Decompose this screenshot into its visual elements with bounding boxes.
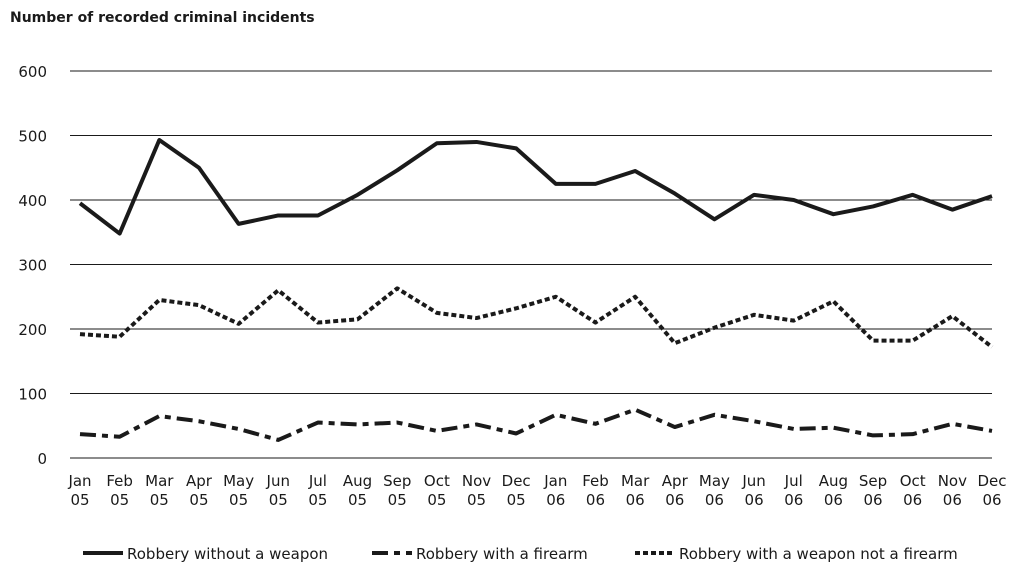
x-tick-label: Sep 05 — [383, 472, 411, 509]
x-tick-label: Jul 05 — [308, 472, 328, 509]
x-tick-label: Mar 06 — [621, 472, 650, 509]
x-tick-label: Sep 06 — [859, 472, 887, 509]
x-tick-label: Mar 05 — [145, 472, 174, 509]
chart-title: Number of recorded criminal incidents — [10, 10, 315, 26]
x-tick-label: Dec 06 — [977, 472, 1006, 509]
x-tick-label: Feb 06 — [582, 472, 609, 509]
y-tick-label: 400 — [18, 192, 47, 210]
x-tick-label: Oct 05 — [424, 472, 450, 509]
legend-label: Robbery without a weapon — [127, 545, 328, 563]
series-line — [79, 407, 993, 442]
x-tick-label: Apr 06 — [662, 472, 689, 509]
x-tick-label: May 05 — [223, 472, 254, 509]
x-tick-label: Jan 05 — [67, 472, 91, 509]
y-tick-label: 100 — [18, 386, 47, 404]
x-tick-label: Jan 06 — [543, 472, 567, 509]
x-tick-label: Apr 05 — [186, 472, 213, 509]
y-tick-label: 300 — [18, 257, 47, 275]
x-tick-label: May 06 — [699, 472, 730, 509]
x-tick-label: Nov 06 — [938, 472, 967, 509]
series-line — [79, 286, 994, 349]
x-tick-label: Jul 06 — [784, 472, 804, 509]
legend-label: Robbery with a firearm — [416, 545, 588, 563]
x-tick-label: Jun 05 — [266, 472, 290, 509]
x-tick-label: Aug 05 — [343, 472, 372, 509]
x-tick-label: Jun 06 — [741, 472, 765, 509]
y-tick-label: 500 — [18, 128, 47, 146]
x-tick-label: Oct 06 — [900, 472, 926, 509]
x-tick-label: Nov 05 — [462, 472, 491, 509]
legend-label: Robbery with a weapon not a firearm — [679, 545, 958, 563]
x-tick-label: Aug 06 — [819, 472, 848, 509]
y-tick-label: 200 — [18, 321, 47, 339]
x-tick-label: Dec 05 — [502, 472, 531, 509]
y-tick-label: 600 — [18, 63, 47, 81]
series-line — [78, 138, 993, 236]
y-tick-label: 0 — [37, 450, 47, 468]
x-tick-label: Feb 05 — [106, 472, 133, 509]
